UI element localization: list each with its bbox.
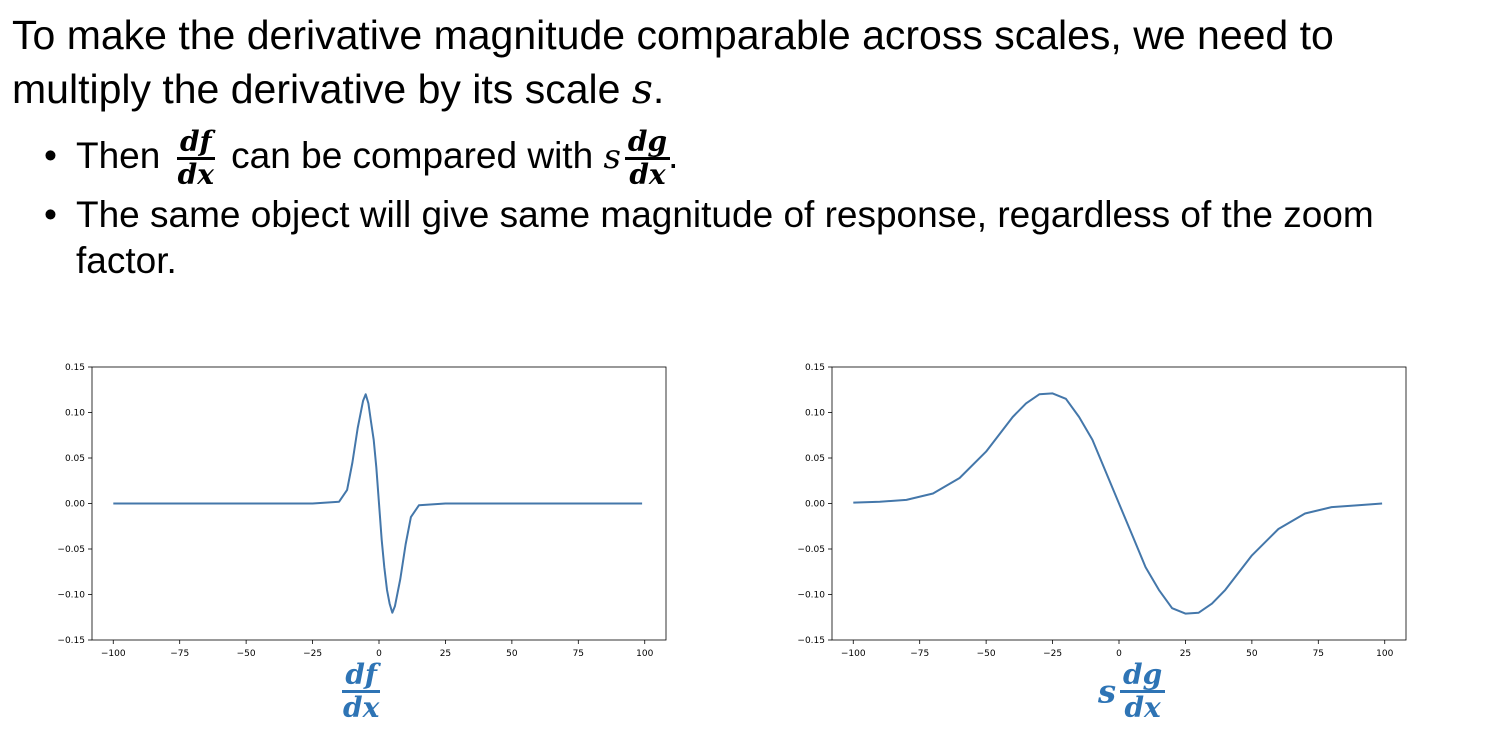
x-tick-label: 50 <box>1246 649 1258 659</box>
y-tick-label: 0.10 <box>65 409 85 419</box>
y-tick-label: 0.00 <box>805 500 825 510</box>
x-tick-label: 100 <box>636 649 653 659</box>
scale-variable: s <box>603 137 621 177</box>
series-line <box>113 393 643 614</box>
bullet-dot-icon: • <box>44 194 57 235</box>
y-tick-label: −0.05 <box>797 545 825 555</box>
chart-s-dg-dx: 0.15 0.10 0.05 0.00 −0.05 −0.10 −0.15 −100 −75 −5… <box>797 363 1407 659</box>
y-tick-label: 0.15 <box>65 363 85 373</box>
x-tick-label: −100 <box>101 649 126 659</box>
bullet-list: • Then df dx can be compared with s dg dx. … <box>0 120 1436 284</box>
y-tick-label: 0.05 <box>65 454 85 464</box>
bullet-dot-icon: • <box>44 135 57 176</box>
y-tick-label: −0.15 <box>57 636 85 646</box>
y-tick-label: −0.10 <box>797 591 825 601</box>
x-tick-label: 75 <box>1313 649 1324 659</box>
x-tick-label: 50 <box>506 649 518 659</box>
y-tick-label: 0.10 <box>805 409 825 419</box>
y-tick-label: −0.10 <box>57 591 85 601</box>
y-tick-label: 0.15 <box>805 363 825 373</box>
scale-variable: s <box>631 65 653 113</box>
y-tick-label: 0.00 <box>65 500 85 510</box>
x-tick-label: −75 <box>170 649 189 659</box>
x-tick-label: −25 <box>1043 649 1062 659</box>
fraction-dg-dx: dg dx <box>624 126 671 190</box>
x-tick-label: 25 <box>1180 649 1191 659</box>
fraction-df-dx: df dx <box>176 124 215 191</box>
x-tick-label: 75 <box>573 649 584 659</box>
chart-df-dx: 0.15 0.10 0.05 0.00 −0.05 −0.10 −0.15 −100 −75 −5… <box>57 363 667 659</box>
caption-df-dx: df dx <box>342 658 380 724</box>
y-tick-label: −0.05 <box>57 545 85 555</box>
x-tick-label: −100 <box>841 649 866 659</box>
y-tick-label: 0.05 <box>805 454 825 464</box>
x-tick-label: 0 <box>1116 649 1122 659</box>
caption-s-dg-dx: s dg dx <box>1098 660 1169 723</box>
x-tick-label: 0 <box>376 649 382 659</box>
x-tick-label: −75 <box>910 649 929 659</box>
x-tick-label: 100 <box>1376 649 1393 659</box>
x-tick-label: −25 <box>303 649 322 659</box>
x-tick-label: −50 <box>237 649 256 659</box>
bullet-compare: • Then df dx can be compared with s dg dx. <box>0 120 1436 192</box>
slide-heading: To make the derivative magnitude compara… <box>12 12 1334 113</box>
y-tick-label: −0.15 <box>797 636 825 646</box>
x-tick-label: −50 <box>977 649 996 659</box>
bullet-same-object: • The same object will give same magnitu… <box>44 194 1374 281</box>
x-tick-label: 25 <box>440 649 451 659</box>
series-line <box>853 392 1383 615</box>
